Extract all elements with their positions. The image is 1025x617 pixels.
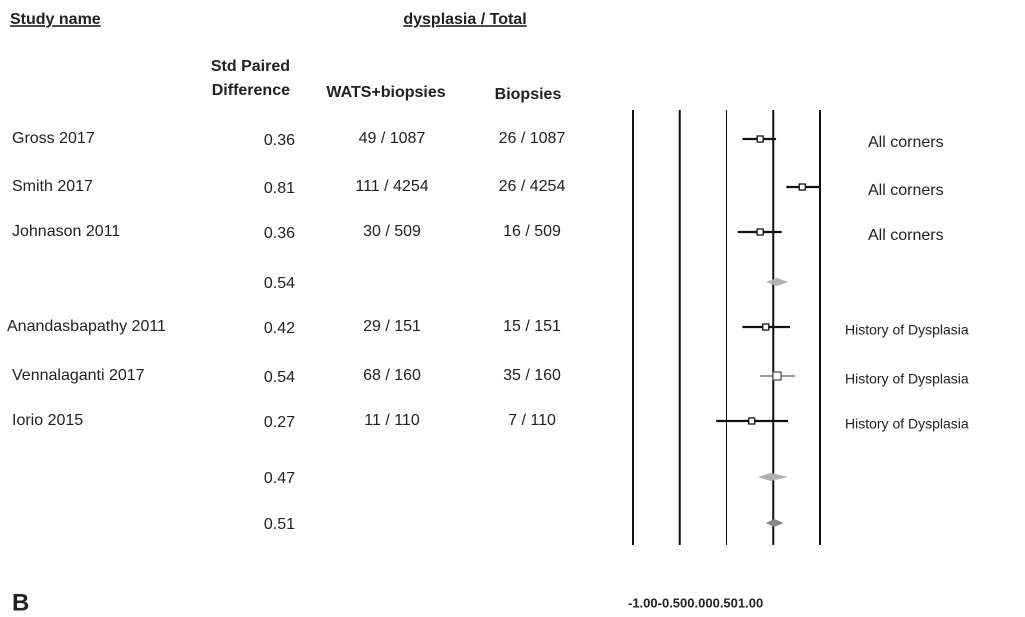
- effect-value: 0.51: [264, 516, 295, 533]
- point-estimate: [798, 183, 806, 191]
- study-name: Johnason 2011: [12, 223, 120, 240]
- study-name: Smith 2017: [12, 178, 93, 195]
- study-name: Vennalaganti 2017: [12, 367, 145, 384]
- point-estimate: [762, 323, 770, 331]
- effect-header: Std Paired: [211, 58, 290, 75]
- wats-count: 29 / 151: [363, 318, 421, 335]
- subgroup: All corners: [868, 134, 944, 151]
- study-name: Iorio 2015: [12, 412, 83, 429]
- effect-value: 0.54: [264, 369, 295, 386]
- x-tick-label: -1.00: [628, 595, 658, 610]
- study-header: Study name: [10, 11, 101, 28]
- subgroup: All corners: [868, 227, 944, 244]
- group-header: dysplasia / Total: [403, 11, 526, 28]
- biopsies-count: 26 / 1087: [499, 130, 566, 147]
- point-estimate: [772, 371, 782, 381]
- biopsies-count: 26 / 4254: [499, 178, 566, 195]
- wats-count: 30 / 509: [363, 223, 421, 240]
- subgroup: History of Dysplasia: [845, 416, 969, 432]
- study-name: Gross 2017: [12, 130, 95, 147]
- wats-count: 68 / 160: [363, 367, 421, 384]
- biopsies-count: 15 / 151: [503, 318, 561, 335]
- summary-diamond: [765, 278, 789, 286]
- x-tick-label: 0.50: [713, 595, 738, 610]
- effect-value: 0.27: [264, 414, 295, 431]
- study-name: Anandasbapathy 2011: [7, 318, 166, 335]
- subgroup: History of Dysplasia: [845, 322, 969, 338]
- biopsies-header: Biopsies: [495, 86, 562, 103]
- effect-value: 0.47: [264, 470, 295, 487]
- point-estimate: [748, 417, 756, 425]
- effect-header: Difference: [212, 82, 290, 99]
- summary-diamond: [765, 519, 784, 527]
- wats-count: 49 / 1087: [359, 130, 426, 147]
- subgroup: All corners: [868, 182, 944, 199]
- summary-diamond: [758, 473, 789, 481]
- x-tick-label: 1.00: [738, 595, 763, 610]
- wats-count: 111 / 4254: [355, 178, 428, 195]
- biopsies-count: 7 / 110: [508, 412, 556, 429]
- panel-label: B: [12, 589, 29, 616]
- wats-header: WATS+biopsies: [326, 84, 445, 101]
- effect-value: 0.81: [264, 180, 295, 197]
- wats-count: 11 / 110: [364, 412, 420, 429]
- effect-value: 0.36: [264, 132, 295, 149]
- subgroup: History of Dysplasia: [845, 371, 969, 387]
- biopsies-count: 35 / 160: [503, 367, 561, 384]
- effect-value: 0.42: [264, 320, 295, 337]
- point-estimate: [756, 228, 764, 236]
- x-tick-label: 0.00: [687, 595, 712, 610]
- point-estimate: [756, 135, 764, 143]
- effect-value: 0.36: [264, 225, 295, 242]
- biopsies-count: 16 / 509: [503, 223, 561, 240]
- effect-value: 0.54: [264, 275, 295, 292]
- x-tick-label: -0.50: [658, 595, 688, 610]
